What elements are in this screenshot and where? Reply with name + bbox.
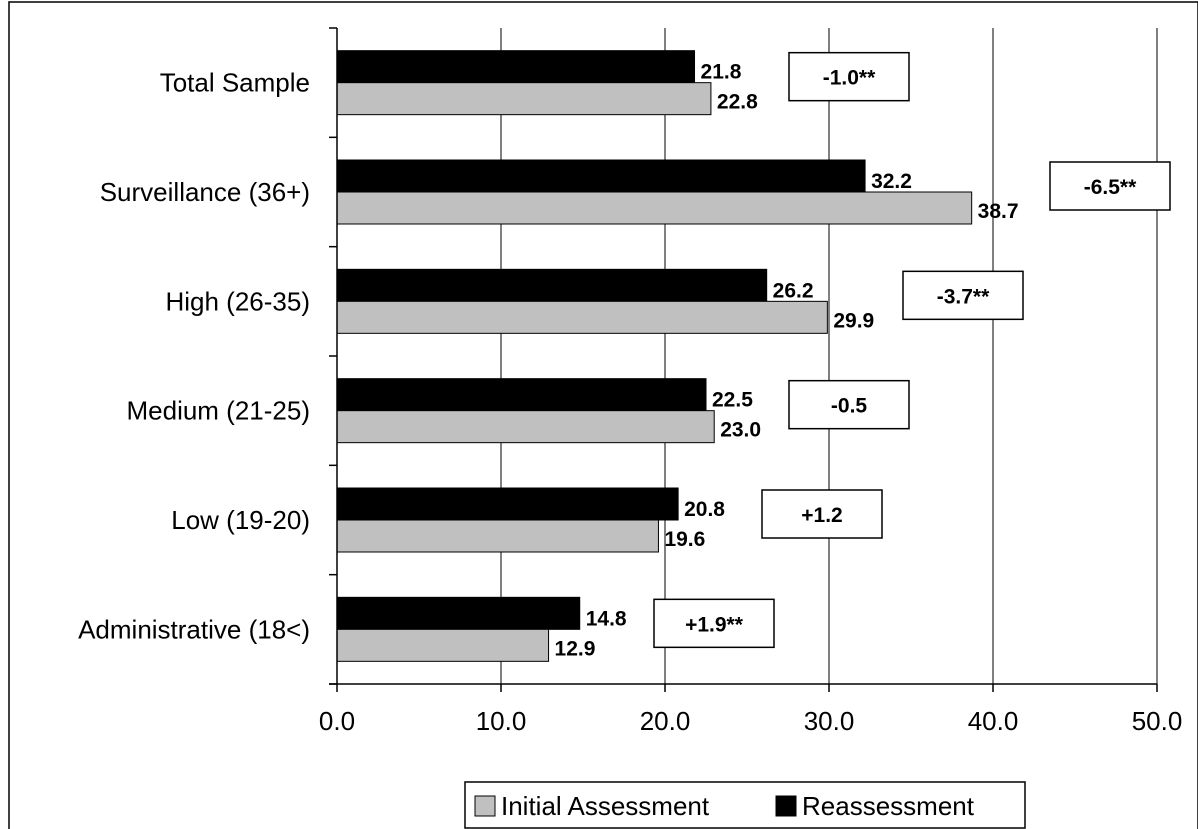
bar-initial-assessment: [336, 628, 550, 662]
data-label-initial-assessment: 19.6: [664, 528, 705, 551]
bars: [336, 50, 973, 662]
data-label-reassessment: 32.2: [871, 170, 912, 193]
legend-label-reassessment: Reassessment: [802, 791, 975, 821]
x-tick-label: 0.0: [319, 706, 355, 736]
legend-label-initial-assessment: Initial Assessment: [501, 791, 710, 821]
data-label-reassessment: 20.8: [684, 498, 725, 521]
change-annotation-box: [761, 489, 883, 539]
labels: Total Sample 21.8 22.8 -1.0** Surveillance (…: [78, 51, 1171, 660]
bar-initial-assessment: [336, 410, 715, 444]
change-annotation-box: [1049, 161, 1171, 211]
change-annotation: +1.9**: [685, 613, 744, 636]
change-annotation: -3.7**: [937, 285, 990, 308]
x-tick-label: 40.0: [968, 706, 1019, 736]
bar-reassessment: [336, 50, 696, 84]
category-label: Low (19-20): [171, 505, 310, 535]
data-label-reassessment: 21.8: [701, 61, 742, 84]
legend: Initial Assessment Reassessment: [464, 781, 1026, 829]
bar-initial-assessment: [336, 191, 973, 225]
gridlines: [500, 28, 1158, 684]
category-label: Surveillance (36+): [100, 177, 310, 207]
bar-initial-assessment: [336, 82, 712, 116]
x-tick-label: 50.0: [1132, 706, 1183, 736]
bar-reassessment: [336, 596, 581, 630]
x-tick-label: 10.0: [476, 706, 527, 736]
change-annotation-box: [653, 598, 775, 649]
data-label-reassessment: 22.5: [712, 389, 753, 412]
data-label-reassessment: 26.2: [773, 279, 814, 302]
change-annotation: -6.5**: [1084, 176, 1137, 199]
legend-box: [464, 781, 1026, 829]
bar-reassessment: [336, 159, 866, 193]
change-annotation-box: [902, 270, 1024, 321]
change-annotation-box: [788, 51, 910, 102]
data-label-initial-assessment: 38.7: [978, 200, 1019, 223]
bar-reassessment: [336, 268, 768, 302]
bar-reassessment: [336, 487, 679, 521]
data-label-initial-assessment: 12.9: [555, 637, 596, 660]
bar-initial-assessment: [336, 300, 828, 334]
change-annotation: +1.2: [801, 504, 842, 527]
bar-reassessment: [336, 378, 707, 412]
category-label: Total Sample: [160, 68, 310, 98]
category-label: Medium (21-25): [126, 396, 310, 426]
legend-swatch-reassessment: [775, 795, 797, 817]
legend-swatch-initial-assessment: [474, 795, 496, 817]
x-tick-label: 20.0: [640, 706, 691, 736]
axes: 0.0 10.0 20.0 30.0 40.0 50.0: [319, 27, 1183, 736]
data-label-initial-assessment: 29.9: [833, 309, 874, 332]
change-annotation: -1.0**: [823, 67, 876, 90]
change-annotation: -0.5: [831, 395, 868, 418]
category-label: High (26-35): [165, 286, 310, 316]
data-label-reassessment: 14.8: [586, 607, 627, 630]
data-label-initial-assessment: 23.0: [720, 419, 761, 442]
x-tick-label: 30.0: [804, 706, 855, 736]
category-label: Administrative (18<): [78, 614, 310, 644]
data-label-initial-assessment: 22.8: [717, 91, 758, 114]
change-annotation-box: [788, 379, 910, 430]
bar-initial-assessment: [336, 519, 659, 553]
